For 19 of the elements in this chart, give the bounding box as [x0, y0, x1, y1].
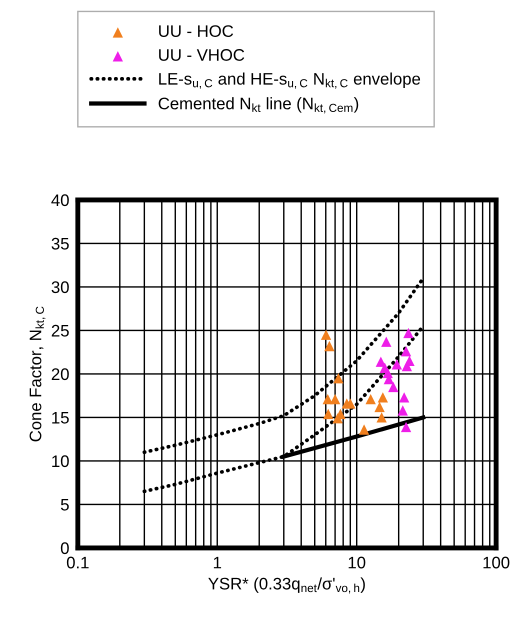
- y-tick-label: 35: [52, 238, 69, 250]
- y-tick-label: 15: [52, 412, 69, 424]
- legend-label: UU - VHOC: [159, 49, 244, 61]
- y-tick-label: 20: [52, 368, 69, 380]
- x-tick-label: 0.1: [66, 556, 89, 568]
- x-tick-label: 1: [214, 556, 222, 568]
- y-tick-label: 40: [51, 194, 69, 206]
- x-axis-title: YSR* (0.33q$_{net}$/σ'$_{vo,h}$): [208, 577, 365, 594]
- legend-label: UU - HOC: [159, 25, 234, 37]
- y-tick-label: 25: [52, 324, 69, 337]
- y-axis-title: Cone Factor, N$_{kt,C}$: [30, 306, 46, 442]
- y-tick-label: 5: [60, 498, 69, 511]
- y-tick-label: 30: [52, 281, 69, 294]
- x-tick-label: 100: [483, 556, 510, 568]
- y-tick-label: 0: [60, 542, 69, 554]
- legend-label: Cemented N$_{kt}$ line (N$_{kt,Cem}$): [158, 97, 358, 114]
- y-tick-label: 10: [52, 455, 69, 468]
- legend-label: LE-s$_{u,C}$ and HE-s$_{u,C}$ N$_{kt,C}$ envelope: [159, 72, 420, 89]
- x-tick-label: 10: [348, 556, 366, 568]
